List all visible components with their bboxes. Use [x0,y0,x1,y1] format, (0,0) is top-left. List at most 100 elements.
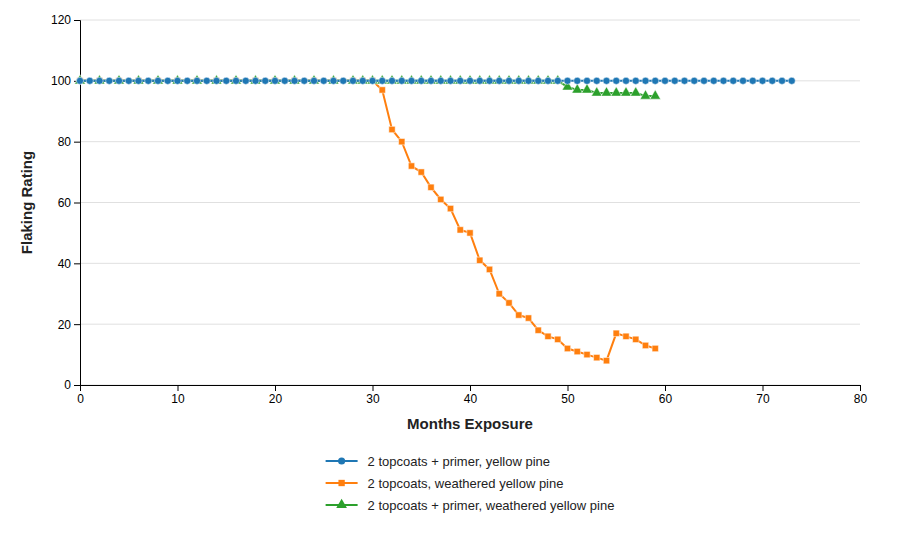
series [75,75,661,100]
data-point [418,169,424,175]
tick-label: 40 [464,392,478,406]
tick: 0 [64,378,80,392]
data-point [515,77,522,84]
data-point [154,77,161,84]
tick-label: 20 [58,318,72,332]
data-point [379,77,386,84]
data-point [96,78,102,84]
data-point [543,75,554,84]
data-point [348,75,359,84]
data-point [564,77,571,84]
tick: 50 [561,385,575,406]
data-point [642,77,649,84]
data-point [611,87,622,96]
tick-label: 80 [58,135,72,149]
data-point [252,78,258,84]
data-point [360,78,366,84]
data-point [270,75,281,84]
data-point [75,75,86,84]
x-axis: 01020304050607080 [77,385,867,406]
data-point [116,78,122,84]
data-point [749,77,756,84]
grid-line [80,324,860,325]
data-point [349,77,356,84]
data-point [418,77,425,84]
data-point [232,77,239,84]
data-point [262,77,269,84]
data-point [447,77,454,84]
data-point [427,77,434,84]
tick-mark [275,385,276,391]
tick-label: 60 [58,196,72,210]
data-point [350,78,356,84]
data-point [652,77,659,84]
data-point [710,77,717,84]
data-point [223,77,230,84]
legend-marker [338,457,345,464]
data-point [554,77,561,84]
data-point [115,77,122,84]
legend-item: 2 topcoats, weathered yellow pine [326,476,564,491]
data-point [289,75,300,84]
data-point [76,77,83,84]
tick-label: 0 [64,378,71,392]
data-point [174,78,180,84]
data-point [661,77,668,84]
data-point [242,77,249,84]
grid-line [80,202,860,203]
data-point [291,78,297,84]
data-point [369,77,376,84]
data-point [545,333,551,339]
data-point [465,75,476,84]
data-point [505,77,512,84]
data-point [291,77,298,84]
data-point [114,75,125,84]
data-point [145,77,152,84]
y-axis: 020406080100120 [51,13,81,392]
tick-mark [74,385,80,386]
tick-mark [74,263,80,264]
data-point [457,227,463,233]
data-point [633,336,639,342]
data-point [494,75,505,84]
data-point [477,257,483,263]
data-point [788,77,795,84]
data-point [516,312,522,318]
data-point [135,77,142,84]
tick-label: 10 [171,392,185,406]
data-point [340,77,347,84]
data-point [133,75,144,84]
chart: 01020304050607080020406080100120Months E… [0,0,900,550]
tick: 70 [756,385,770,406]
tick-label: 0 [77,392,84,406]
data-point [369,78,375,84]
data-point [203,77,210,84]
legend-label: 2 topcoats, weathered yellow pine [368,476,564,491]
tick-label: 40 [58,257,72,271]
data-point [564,345,570,351]
data-point [426,75,437,84]
tick: 100 [51,74,80,88]
plot-area [75,75,796,364]
data-point [310,77,317,84]
data-point [231,75,242,84]
data-point [574,348,580,354]
data-point [535,327,541,333]
axis-line [81,386,861,392]
grid-line [80,263,860,264]
data-point [574,77,581,84]
y-axis-title: Flaking Rating [18,151,35,254]
tick-mark [74,203,80,204]
legend-marker [336,499,347,508]
data-point [357,75,368,84]
tick: 60 [659,385,673,406]
data-point [396,75,407,84]
data-point [367,75,378,84]
data-point [484,75,495,84]
data-point [330,77,337,84]
data-point [447,205,453,211]
data-point [601,87,612,96]
data-point [388,77,395,84]
data-point [591,87,602,96]
data-point [621,87,632,96]
